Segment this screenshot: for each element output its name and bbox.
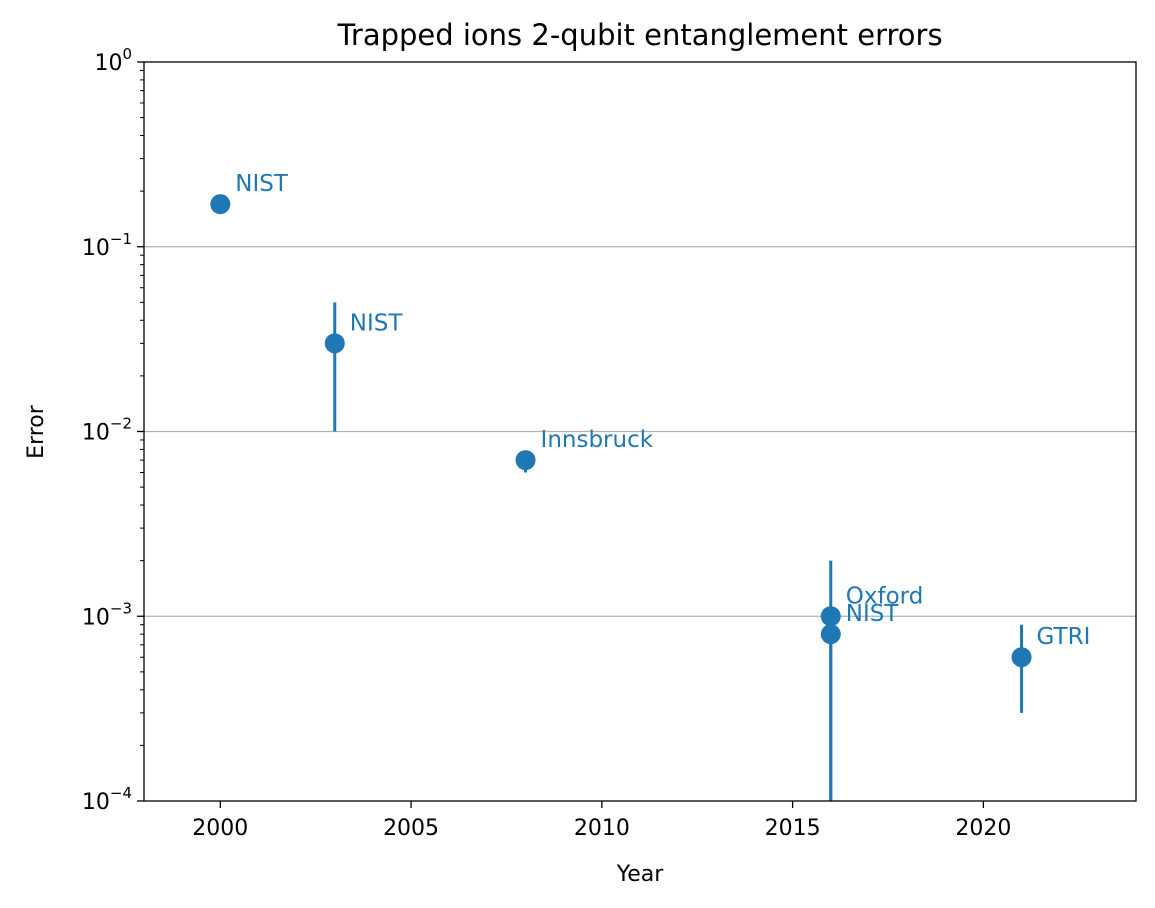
point-label: NIST bbox=[350, 310, 404, 336]
y-tick-label: 10−4 bbox=[82, 784, 132, 815]
point-label: NIST bbox=[846, 601, 900, 627]
y-axis-label: Error bbox=[24, 404, 49, 459]
error-bars bbox=[333, 302, 1024, 801]
data-point bbox=[820, 606, 841, 627]
grid-lines bbox=[144, 246, 1136, 617]
x-tick-label: 2015 bbox=[765, 816, 821, 841]
x-tick-label: 2020 bbox=[955, 816, 1011, 841]
x-axis-ticks: 2000 2005 2010 2015 2020 bbox=[192, 801, 1011, 841]
x-tick-label: 2010 bbox=[574, 816, 630, 841]
point-label: Innsbruck bbox=[541, 427, 654, 453]
data-point bbox=[820, 624, 841, 645]
data-point bbox=[324, 333, 345, 354]
point-label: NIST bbox=[235, 171, 289, 197]
data-point bbox=[515, 450, 536, 471]
y-tick-label: 10−3 bbox=[82, 599, 132, 630]
data-point bbox=[210, 194, 231, 215]
chart-title: Trapped ions 2-qubit entanglement errors bbox=[336, 18, 942, 52]
y-axis-ticks: 10−4 10−3 10−2 10−1 100 bbox=[82, 45, 144, 815]
x-axis-label: Year bbox=[616, 862, 665, 887]
x-tick-label: 2005 bbox=[383, 816, 439, 841]
data-points bbox=[210, 194, 1032, 668]
point-label: GTRI bbox=[1037, 624, 1091, 650]
point-label: Oxford bbox=[846, 583, 924, 609]
data-point bbox=[1011, 647, 1032, 668]
y-tick-label: 10−1 bbox=[82, 230, 132, 261]
x-tick-label: 2000 bbox=[192, 816, 248, 841]
y-tick-label: 10−2 bbox=[82, 415, 132, 446]
y-tick-label: 100 bbox=[94, 45, 132, 76]
